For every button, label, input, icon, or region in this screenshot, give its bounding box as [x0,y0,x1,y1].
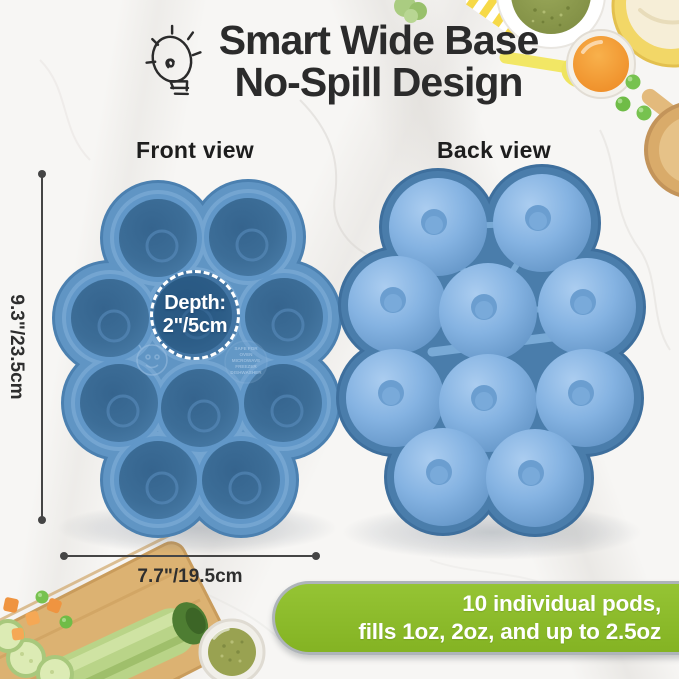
feature-badge-line-1: 10 individual pods, [462,590,661,616]
depth-badge-line-1: Depth: [164,292,226,314]
cream-bowl [611,0,679,68]
back-view-label: Back view [437,137,551,163]
width-dimension-line [60,552,320,560]
carrot-cubes [3,597,62,641]
feature-badge-line-2: fills 1oz, 2oz, and up to 2.5oz [358,619,661,644]
zucchini [42,602,209,679]
lightbulb-icon [145,24,202,96]
stamp-line: DISHWASHER [230,370,262,375]
front-view-label: Front view [135,137,254,163]
stamp-line: MICROWAVE [232,358,261,363]
pesto-bowl [496,0,606,49]
pesto-jar [198,618,266,679]
title-block: Smart Wide Base No-Spill Design [0,17,679,112]
stamp-line: SAFE FOR [234,346,258,351]
width-dimension-label: 7.7"/19.5cm [137,566,243,587]
height-dimension-line [38,170,46,524]
peas-bottom [35,590,73,629]
broccoli-garnish [394,0,427,23]
stamp-line: FREEZER [235,364,257,369]
embossed-safety-stamp: SAFE FOR OVEN MICROWAVE FREEZER DISHWASH… [224,340,268,384]
zucchini-slices [0,619,74,679]
stamp-line: OVEN [239,352,253,357]
back-tray [336,164,646,537]
depth-badge-line-2: 2"/5cm [162,315,228,337]
orange-puree-jar [566,29,636,99]
peas-top [615,74,652,121]
height-dimension-label: 9.3"/23.5cm [6,294,27,400]
wooden-bowl-corner [641,88,679,197]
title-line-2: No-Spill Design [234,58,524,105]
feature-badge: 10 individual pods, fills 1oz, 2oz, and … [272,581,679,655]
title-line-1: Smart Wide Base [218,17,540,63]
depth-badge: Depth: 2"/5cm [150,270,240,360]
